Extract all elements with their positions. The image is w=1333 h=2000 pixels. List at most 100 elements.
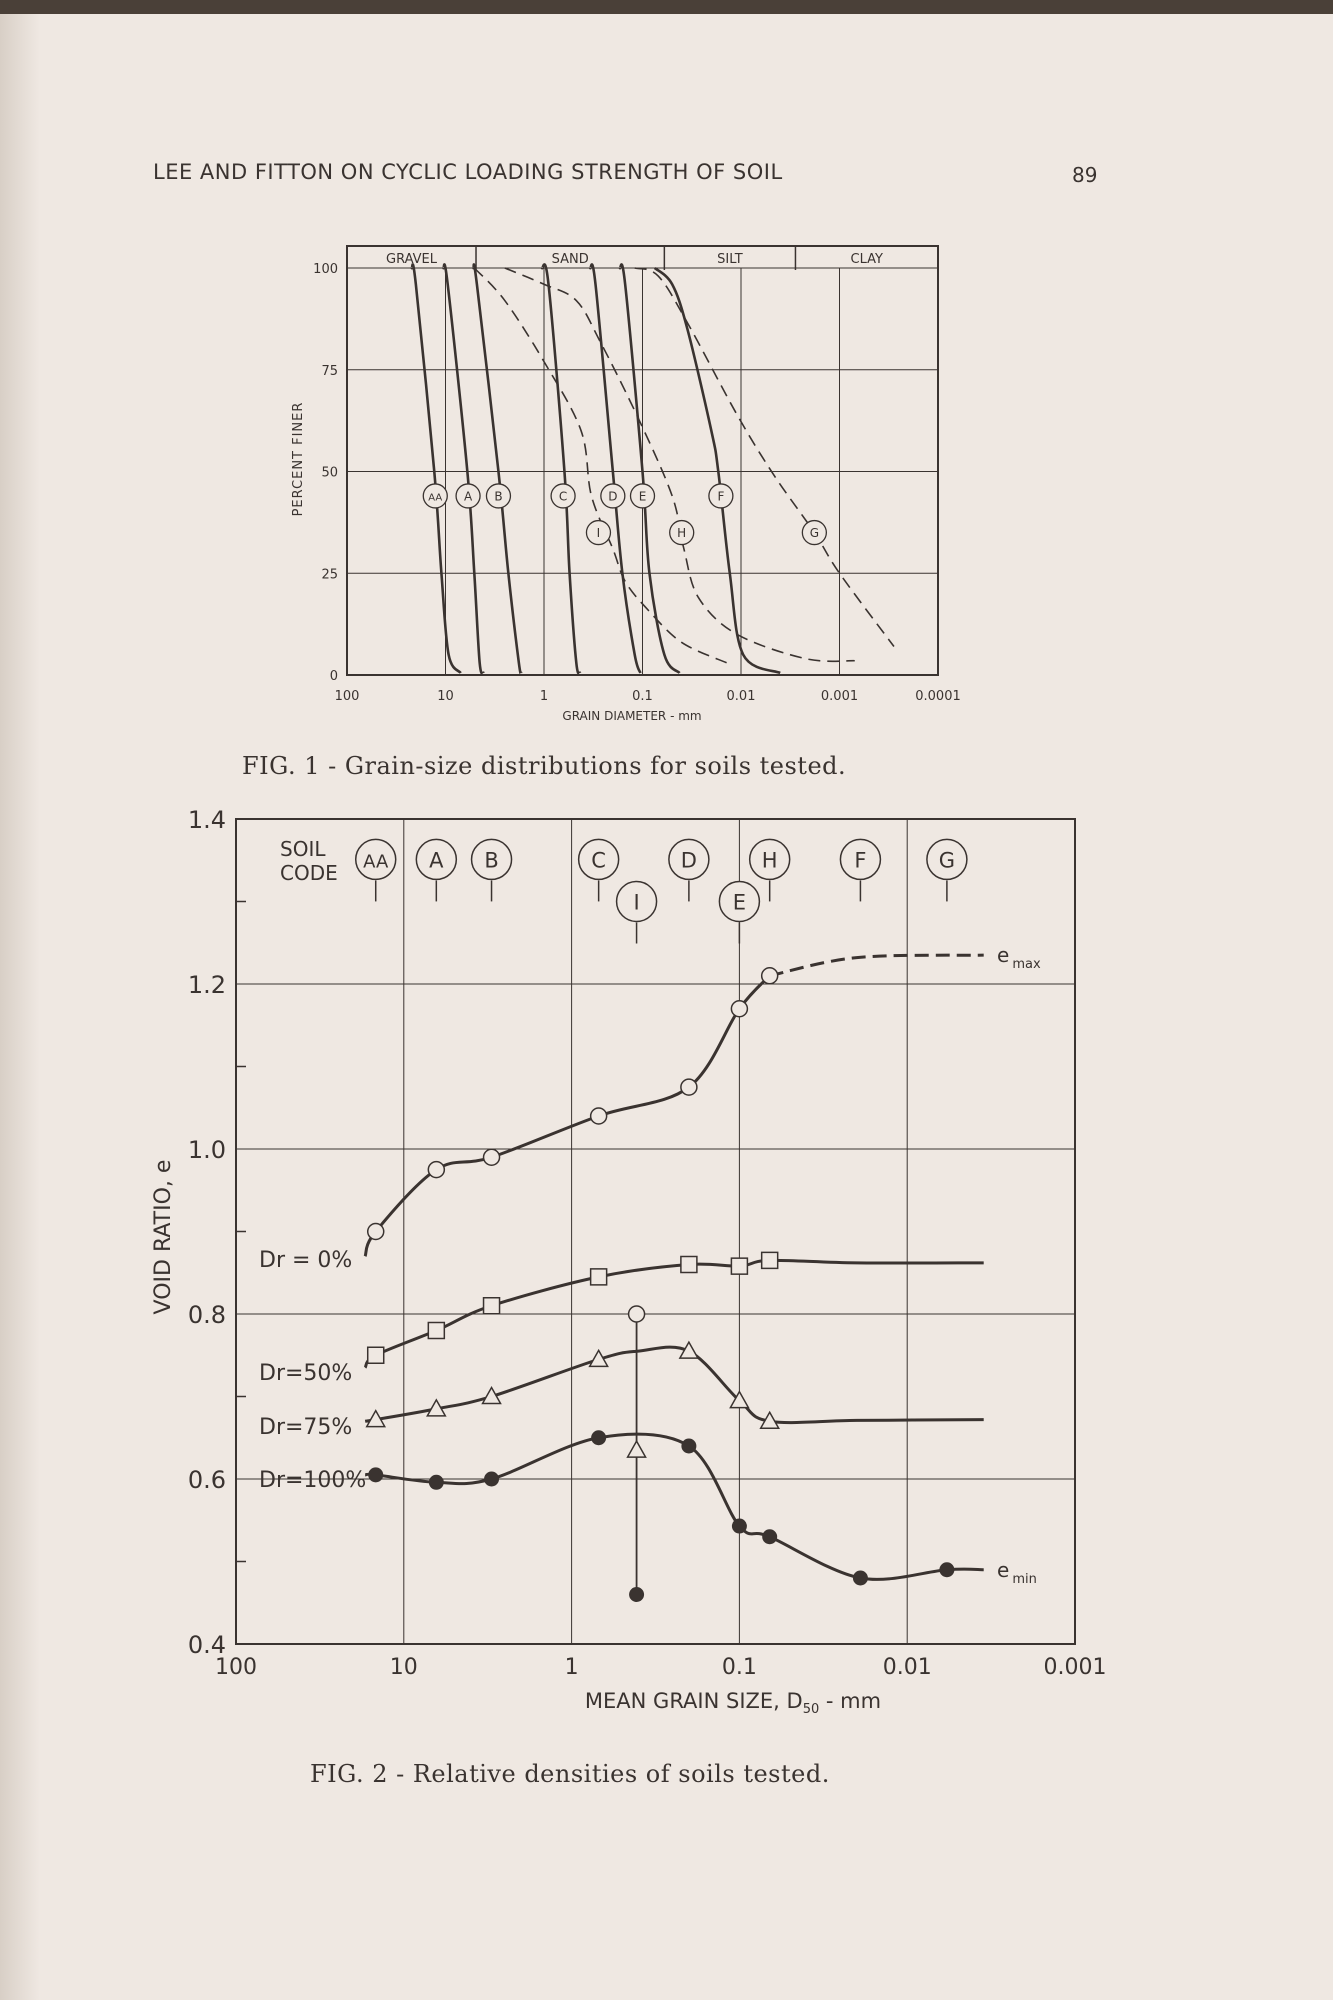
- fig2-x-tick-label: 0.1: [722, 1655, 757, 1680]
- fig2-soil-code-circle: [577, 838, 620, 881]
- fig1-band-label-gravel: GRAVEL: [386, 252, 438, 267]
- triangle-marker: [588, 1348, 609, 1368]
- fig1-curve-i: [473, 267, 727, 664]
- fig1-x-axis-label: GRAIN DIAMETER - mm: [562, 709, 701, 723]
- fig1-soil-label-aa: AA: [428, 492, 442, 503]
- fig2-y-tick-label: 1.4: [188, 806, 226, 834]
- fig2-plot-frame: [235, 818, 1076, 1645]
- filled-circle-marker: [428, 1474, 444, 1490]
- fig1-curve-c: [540, 263, 582, 675]
- fig2-curve-solid: [363, 974, 771, 1257]
- open-circle-marker: [366, 1222, 385, 1241]
- fig1-soil-label-h: H: [677, 526, 686, 540]
- fig1-curve-aa: [410, 263, 462, 674]
- fig1-y-axis-label: PERCENT FINER: [291, 402, 306, 517]
- fig2-soil-code-b: B: [484, 848, 498, 872]
- fig1-soil-label-b: B: [494, 489, 502, 503]
- fig2-series-label: Dr=50%: [259, 1361, 352, 1386]
- fig2-series-label: Dr=75%: [259, 1415, 352, 1440]
- running-head: LEE AND FITTON ON CYCLIC LOADING STRENGT…: [153, 160, 783, 184]
- fig2-soil-code-g: G: [939, 848, 955, 872]
- open-circle-marker: [427, 1160, 446, 1179]
- fig2-soil-code-f: F: [854, 848, 866, 872]
- fig2-caption: FIG. 2 - Relative densities of soils tes…: [310, 1760, 830, 1788]
- filled-circle-marker: [852, 1570, 868, 1586]
- fig2-soil-code-circle: [354, 838, 397, 881]
- fig1-soil-label-circle: [422, 483, 448, 509]
- filled-circle-marker: [629, 1587, 645, 1602]
- fig1-x-tick-label: 100: [335, 689, 360, 704]
- fig2-series-label: Dr = 0%: [259, 1248, 352, 1273]
- fig2-y-tick-label: 0.6: [188, 1466, 226, 1494]
- fig2-soil-code-circle: [668, 838, 710, 881]
- fig1-soil-label-i: I: [597, 526, 601, 540]
- fig1-y-tick-label: 0: [330, 669, 338, 684]
- open-circle-marker: [730, 1000, 749, 1018]
- fig1-curve-d: [588, 263, 642, 674]
- fig1-soil-label-c: C: [559, 489, 567, 503]
- page-number: 89: [1072, 163, 1098, 187]
- fig2-soil-code-d: D: [681, 848, 697, 872]
- fig1-y-tick-label: 25: [321, 567, 338, 582]
- fig1-soil-label-circle: [550, 483, 576, 509]
- fig1-x-tick-label: 0.0001: [915, 689, 961, 704]
- fig2-soil-code-label: SOIL: [280, 837, 326, 861]
- filled-circle-marker: [762, 1529, 778, 1545]
- fig1-curve-f: [653, 266, 781, 675]
- open-circle-marker: [482, 1148, 501, 1166]
- fig1-soil-label-circle: [801, 519, 828, 546]
- fig1-curve-g: [634, 267, 895, 647]
- end-label-sub: min: [1012, 1572, 1037, 1587]
- filled-circle-marker: [484, 1471, 500, 1487]
- triangle-marker: [426, 1398, 447, 1417]
- end-label-main: e: [997, 1558, 1009, 1582]
- fig1-curve-b: [472, 263, 523, 675]
- fig1-band-label-sand: SAND: [552, 252, 589, 267]
- fig2-end-label-min: e min: [997, 1558, 1037, 1587]
- fig1-soil-label-circle: [455, 483, 481, 509]
- triangle-marker: [365, 1409, 387, 1428]
- open-circle-marker: [680, 1078, 698, 1096]
- fig1-curve-a: [442, 263, 485, 675]
- square-marker: [366, 1346, 385, 1364]
- fig2-x-axis-label-part: MEAN GRAIN SIZE, D: [585, 1689, 803, 1713]
- triangle-marker: [759, 1410, 780, 1429]
- open-circle-marker: [627, 1305, 646, 1323]
- fig2-x-tick-label: 100: [215, 1655, 257, 1680]
- fig2-y-tick-label: 0.8: [188, 1301, 226, 1329]
- fig2-soil-code-circle: [415, 838, 458, 881]
- fig2-curve: [363, 1258, 984, 1369]
- fig2-x-tick-label: 1: [565, 1655, 579, 1680]
- fig2-soil-code-i: I: [633, 891, 639, 915]
- open-circle-marker: [589, 1107, 608, 1125]
- fig2-soil-code-circle: [615, 880, 658, 923]
- fig1-band-label-clay: CLAY: [851, 252, 884, 267]
- fig2-soil-code-circle: [839, 838, 882, 881]
- fig2-soil-code-circle: [718, 880, 761, 923]
- triangle-marker: [626, 1439, 647, 1458]
- fig2-y-tick-label: 0.4: [188, 1631, 226, 1659]
- fig2-y-tick-label: 1.2: [188, 971, 226, 999]
- fig2-series-label: Dr=100%: [259, 1468, 366, 1493]
- filled-circle-marker: [591, 1430, 607, 1446]
- fig1-x-tick-label: 0.1: [632, 689, 653, 704]
- square-marker: [427, 1321, 446, 1340]
- fig2-soil-code-h: H: [762, 848, 778, 872]
- fig1-x-tick-label: 1: [540, 689, 548, 704]
- fig1-soil-label-e: E: [639, 489, 647, 503]
- square-marker: [482, 1297, 501, 1315]
- fig2-x-tick-label: 0.001: [1044, 1655, 1107, 1680]
- fig2-soil-code-circle: [470, 838, 513, 881]
- fig1-soil-label-a: A: [464, 489, 473, 503]
- fig2-curve: [364, 1432, 984, 1581]
- fig1-soil-label-circle: [629, 483, 656, 509]
- end-label-sub: max: [1012, 957, 1041, 972]
- fig1-x-tick-label: 0.001: [821, 689, 858, 704]
- fig1-band-label-silt: SILT: [717, 252, 743, 267]
- fig2-soil-code-e: E: [733, 891, 746, 915]
- end-label-main: e: [997, 943, 1009, 967]
- open-circle-marker: [760, 967, 779, 985]
- fig1-soil-label-circle: [485, 483, 512, 509]
- fig1-curve-e: [618, 263, 681, 674]
